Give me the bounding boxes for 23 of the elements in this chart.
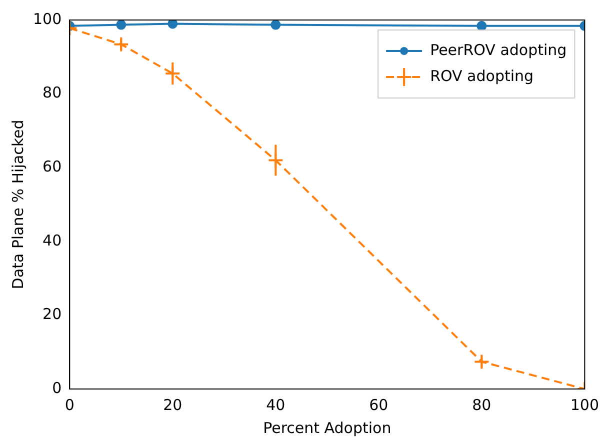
point xyxy=(116,20,126,30)
y-tick-label: 60 xyxy=(42,157,62,176)
x-tick-label: 0 xyxy=(64,396,74,414)
x-tick-label: 80 xyxy=(472,396,492,414)
y-tick-label: 100 xyxy=(32,10,62,28)
y-tick-label: 80 xyxy=(42,84,62,102)
y-axis-title: Data Plane % Hijacked xyxy=(8,120,27,290)
x-tick-label: 60 xyxy=(369,396,388,414)
x-axis-title: Percent Adoption xyxy=(263,418,392,437)
line-series xyxy=(70,20,585,389)
x-tick-label: 100 xyxy=(570,396,600,414)
legend-label: PeerROV adopting xyxy=(430,40,567,59)
point xyxy=(168,20,178,29)
x-tick-label: 40 xyxy=(266,396,286,414)
y-tick-label: 0 xyxy=(52,378,62,397)
point xyxy=(474,354,490,370)
y-tick-label: 40 xyxy=(42,231,62,250)
legend-label: ROV adopting xyxy=(430,66,534,85)
x-tick-label: 20 xyxy=(163,396,182,414)
point xyxy=(476,20,487,31)
point xyxy=(113,36,130,52)
y-tick-label: 20 xyxy=(42,305,62,324)
point xyxy=(270,20,281,30)
